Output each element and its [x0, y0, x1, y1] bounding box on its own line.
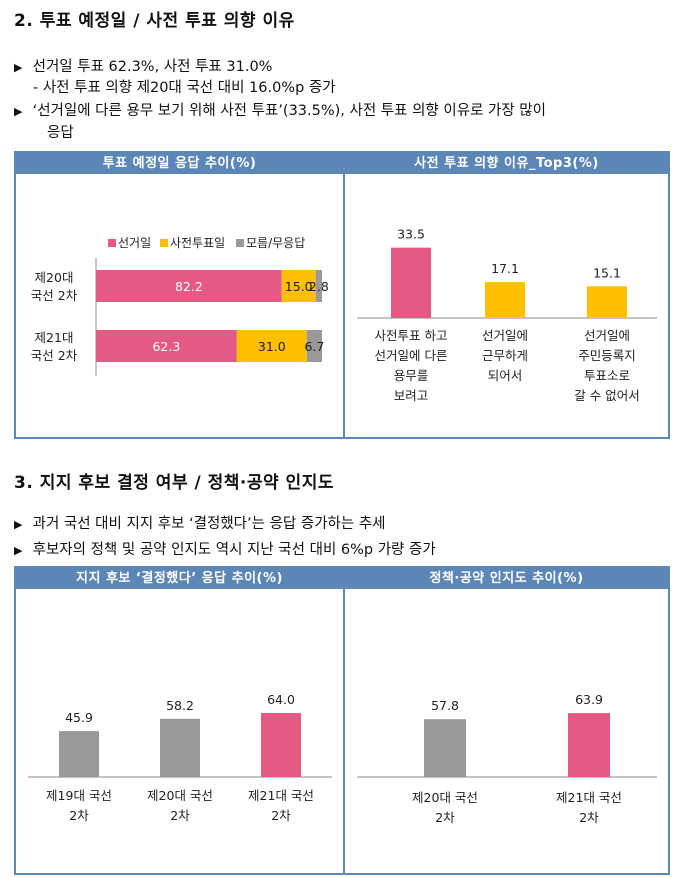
category-label: 제20대 국선 — [147, 788, 213, 803]
category-label: 갈 수 없어서 — [574, 388, 639, 403]
bar — [59, 731, 99, 777]
category-label: 제20대 — [35, 270, 74, 285]
category-label: 선거일에 다른 — [375, 348, 448, 363]
bar — [160, 718, 200, 777]
data-label: 17.1 — [491, 261, 519, 276]
legend-swatch — [236, 239, 244, 247]
bullet-text: 선거일 투표 62.3%, 사전 투표 31.0% — [32, 59, 273, 75]
section2-bullet-2: - 사전 투표 의향 제20대 국선 대비 16.0%p 증가 — [33, 80, 336, 96]
chart-policy-awareness: 57.8 제20대 국선 2차 63.9 제21대 국선 2차 — [357, 692, 657, 825]
category-label: 제20대 국선 — [412, 790, 478, 805]
bullet-marker: ▶ — [14, 544, 23, 557]
category-label: 국선 2차 — [31, 348, 78, 363]
legend-swatch — [160, 239, 168, 247]
legend-label: 사전투표일 — [170, 236, 225, 250]
category-label: 용무를 — [394, 368, 429, 383]
category-label: 주민등록지 — [578, 348, 636, 363]
bar — [424, 719, 466, 777]
chart-candidate-decided: 45.9 제19대 국선 2차 58.2 제20대 국선 2차 64.0 제21대 국선 2차 — [28, 692, 332, 823]
category-label: 국선 2차 — [31, 288, 78, 303]
section2-bullet-4: 응답 — [47, 125, 74, 141]
category-label: 투표소로 — [584, 368, 630, 383]
category-label: 근무하게 — [482, 348, 528, 363]
section3-bullet-2: ▶ 후보자의 정책 및 공약 인지도 역시 지난 국선 대비 6%p 가량 증가 — [14, 540, 436, 561]
data-label: 64.0 — [267, 692, 295, 707]
data-label: 2.8 — [309, 279, 329, 294]
bar — [485, 282, 525, 318]
chart1-title: 투표 예정일 응답 추이(%) — [16, 153, 343, 174]
category-label: 2차 — [271, 808, 291, 823]
section3-title: 3. 지지 후보 결정 여부 / 정책·공약 인지도 — [14, 473, 334, 493]
data-label: 15.1 — [593, 265, 621, 280]
section2-bullet-3: ▶ ‘선거일에 다른 용무 보기 위해 사전 투표’(33.5%), 사전 투표… — [14, 101, 546, 122]
data-label: 6.7 — [304, 339, 324, 354]
category-label: 제21대 — [35, 330, 74, 345]
bar-segment — [315, 270, 322, 302]
category-label: 제21대 국선 — [248, 788, 314, 803]
category-label: 선거일에 — [482, 328, 528, 343]
category-label: 2차 — [69, 808, 89, 823]
category-label: 제21대 국선 — [556, 790, 622, 805]
data-label: 31.0 — [258, 339, 286, 354]
category-label: 되어서 — [488, 368, 523, 383]
legend-label: 모름/무응답 — [246, 236, 305, 250]
bullet-marker: ▶ — [14, 61, 23, 74]
bar — [261, 713, 301, 777]
chart4-title: 정책·공약 인지도 추이(%) — [345, 568, 668, 589]
bullet-marker: ▶ — [14, 518, 23, 531]
category-label: 2차 — [170, 808, 190, 823]
panel-divider — [343, 153, 345, 437]
data-label: 82.2 — [175, 279, 203, 294]
data-label: 33.5 — [397, 227, 425, 242]
data-label: 57.8 — [431, 698, 459, 713]
category-label: 보려고 — [394, 388, 429, 403]
legend-label: 선거일 — [118, 236, 151, 250]
bar-segment — [96, 330, 237, 362]
category-label: 2차 — [579, 810, 599, 825]
data-label: 63.9 — [575, 692, 603, 707]
bar-segment — [306, 330, 322, 362]
bullet-text: 후보자의 정책 및 공약 인지도 역시 지난 국선 대비 6%p 가량 증가 — [32, 542, 436, 558]
section2-title: 2. 투표 예정일 / 사전 투표 의향 이유 — [14, 11, 295, 31]
bullet-text: 과거 국선 대비 지지 후보 ‘결정했다’는 응답 증가하는 추세 — [32, 516, 386, 532]
bar — [587, 286, 627, 318]
category-label: 2차 — [435, 810, 455, 825]
panel-decision-awareness: 지지 후보 ‘결정했다’ 응답 추이(%) 정책·공약 인지도 추이(%) 45… — [14, 566, 670, 875]
bar — [568, 713, 610, 777]
category-label: 제19대 국선 — [46, 788, 112, 803]
data-label: 58.2 — [166, 698, 194, 713]
section3-bullet-1: ▶ 과거 국선 대비 지지 후보 ‘결정했다’는 응답 증가하는 추세 — [14, 514, 386, 535]
data-label: 45.9 — [65, 710, 93, 725]
data-label: 15.0 — [285, 279, 313, 294]
bar-segment — [281, 270, 316, 302]
panel-divider — [343, 568, 345, 873]
legend-swatch — [108, 239, 116, 247]
chart2-title: 사전 투표 의향 이유_Top3(%) — [345, 153, 668, 174]
data-label: 62.3 — [152, 339, 180, 354]
bar-segment — [236, 330, 307, 362]
category-label: 선거일에 — [584, 328, 630, 343]
section2-bullet-1: ▶ 선거일 투표 62.3%, 사전 투표 31.0% — [14, 57, 272, 78]
bar-segment — [96, 270, 282, 302]
category-label: 사전투표 하고 — [375, 328, 448, 343]
bullet-marker: ▶ — [14, 105, 23, 118]
bullet-text: ‘선거일에 다른 용무 보기 위해 사전 투표’(33.5%), 사전 투표 의… — [32, 103, 546, 119]
chart3-title: 지지 후보 ‘결정했다’ 응답 추이(%) — [16, 568, 343, 589]
bar — [391, 247, 431, 318]
